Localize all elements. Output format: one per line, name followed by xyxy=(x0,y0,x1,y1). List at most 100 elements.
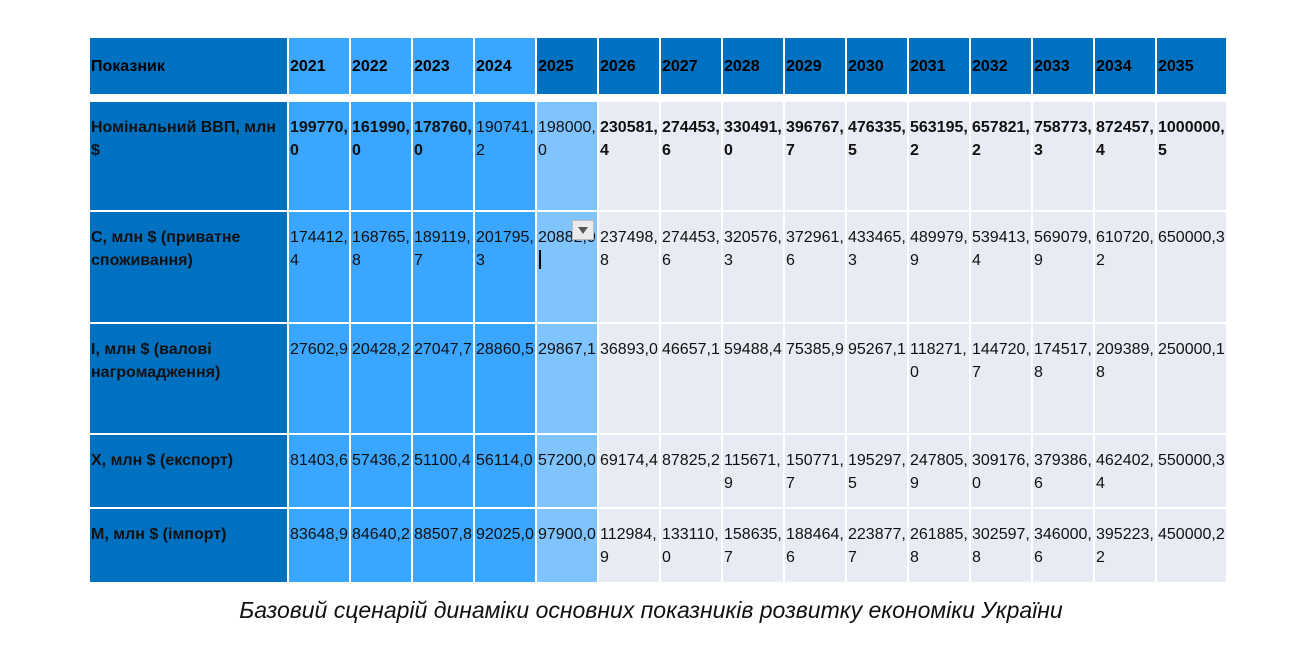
table-cell[interactable]: 569079,9 xyxy=(1033,212,1095,324)
table-cell[interactable]: 112984,9 xyxy=(599,509,661,584)
table-cell[interactable]: 87825,2 xyxy=(661,435,723,509)
table-cell[interactable]: 198000,0 xyxy=(537,102,599,212)
table-cell[interactable]: 309176,0 xyxy=(971,435,1033,509)
table-cell[interactable]: 57200,0 xyxy=(537,435,599,509)
table-cell[interactable]: 174517,8 xyxy=(1033,324,1095,435)
table-cell[interactable]: 150771,7 xyxy=(785,435,847,509)
selected-cell[interactable]: 20882,9 xyxy=(537,212,599,324)
table-row: І, млн $ (валові нагромадження) 27602,9 … xyxy=(90,324,1226,435)
header-cell-year[interactable]: 2023 xyxy=(413,38,475,96)
table-cell[interactable]: 489979,9 xyxy=(909,212,971,324)
table-cell[interactable]: 59488,4 xyxy=(723,324,785,435)
table-cell[interactable]: 29867,1 xyxy=(537,324,599,435)
table-cell[interactable]: 372961,6 xyxy=(785,212,847,324)
table-cell[interactable]: 27047,7 xyxy=(413,324,475,435)
table-cell[interactable]: 83648,9 xyxy=(289,509,351,584)
table-cell[interactable]: 174412,4 xyxy=(289,212,351,324)
table-cell[interactable]: 346000,6 xyxy=(1033,509,1095,584)
row-label[interactable]: С, млн $ (приватне споживання) xyxy=(90,212,289,324)
table-cell[interactable]: 758773,3 xyxy=(1033,102,1095,212)
table-cell[interactable]: 199770,0 xyxy=(289,102,351,212)
header-cell-year[interactable]: 2030 xyxy=(847,38,909,96)
table-cell[interactable]: 133110,0 xyxy=(661,509,723,584)
table-cell[interactable]: 144720,7 xyxy=(971,324,1033,435)
table-row: M, млн $ (імпорт) 83648,9 84640,2 88507,… xyxy=(90,509,1226,584)
table-cell[interactable]: 88507,8 xyxy=(413,509,475,584)
table-row: Номінальний ВВП, млн $ 199770,0 161990,0… xyxy=(90,102,1226,212)
header-cell-year[interactable]: 2035 xyxy=(1157,38,1226,96)
table-cell[interactable]: 188464,6 xyxy=(785,509,847,584)
table-cell[interactable]: 69174,4 xyxy=(599,435,661,509)
table-cell[interactable]: 36893,0 xyxy=(599,324,661,435)
header-cell-year[interactable]: 2024 xyxy=(475,38,537,96)
table-cell[interactable]: 476335,5 xyxy=(847,102,909,212)
header-cell-year[interactable]: 2028 xyxy=(723,38,785,96)
table-cell[interactable]: 330491,0 xyxy=(723,102,785,212)
table-cell[interactable]: 462402,4 xyxy=(1095,435,1157,509)
table-cell[interactable]: 250000,1 xyxy=(1157,324,1226,435)
table-cell[interactable]: 872457,4 xyxy=(1095,102,1157,212)
table-cell[interactable]: 450000,2 xyxy=(1157,509,1226,584)
table-cell[interactable]: 539413,4 xyxy=(971,212,1033,324)
table-cell[interactable]: 563195,2 xyxy=(909,102,971,212)
table-cell[interactable]: 27602,9 xyxy=(289,324,351,435)
header-cell-year[interactable]: 2033 xyxy=(1033,38,1095,96)
table-cell[interactable]: 610720,2 xyxy=(1095,212,1157,324)
table-cell[interactable]: 379386,6 xyxy=(1033,435,1095,509)
row-label[interactable]: X, млн $ (експорт) xyxy=(90,435,289,509)
table-cell[interactable]: 190741,2 xyxy=(475,102,537,212)
table-cell[interactable]: 1000000,5 xyxy=(1157,102,1226,212)
table-cell[interactable]: 274453,6 xyxy=(661,102,723,212)
table-cell[interactable]: 56114,0 xyxy=(475,435,537,509)
table-cell[interactable]: 247805,9 xyxy=(909,435,971,509)
table-cell[interactable]: 201795,3 xyxy=(475,212,537,324)
table-cell[interactable]: 396767,7 xyxy=(785,102,847,212)
table-cell[interactable]: 274453,6 xyxy=(661,212,723,324)
table-cell[interactable]: 84640,2 xyxy=(351,509,413,584)
table-cell[interactable]: 223877,7 xyxy=(847,509,909,584)
table-cell[interactable]: 115671,9 xyxy=(723,435,785,509)
header-cell-year[interactable]: 2025 xyxy=(537,38,599,96)
header-cell-year[interactable]: 2027 xyxy=(661,38,723,96)
header-cell-year[interactable]: 2022 xyxy=(351,38,413,96)
table-cell[interactable]: 51100,4 xyxy=(413,435,475,509)
table-cell[interactable]: 237498,8 xyxy=(599,212,661,324)
table-cell[interactable]: 92025,0 xyxy=(475,509,537,584)
table-cell[interactable]: 20428,2 xyxy=(351,324,413,435)
table-cell[interactable]: 168765,8 xyxy=(351,212,413,324)
header-cell-year[interactable]: 2032 xyxy=(971,38,1033,96)
table-cell[interactable]: 209389,8 xyxy=(1095,324,1157,435)
table-cell[interactable]: 195297,5 xyxy=(847,435,909,509)
table-cell[interactable]: 161990,0 xyxy=(351,102,413,212)
table-cell[interactable]: 75385,9 xyxy=(785,324,847,435)
header-cell-year[interactable]: 2026 xyxy=(599,38,661,96)
table-cell[interactable]: 550000,3 xyxy=(1157,435,1226,509)
table-cell[interactable]: 302597,8 xyxy=(971,509,1033,584)
table-cell[interactable]: 650000,3 xyxy=(1157,212,1226,324)
header-cell-year[interactable]: 2021 xyxy=(289,38,351,96)
header-cell-year[interactable]: 2034 xyxy=(1095,38,1157,96)
table-cell[interactable]: 81403,6 xyxy=(289,435,351,509)
table-cell[interactable]: 158635,7 xyxy=(723,509,785,584)
table-cell[interactable]: 189119,7 xyxy=(413,212,475,324)
table-cell[interactable]: 230581,4 xyxy=(599,102,661,212)
table-cell[interactable]: 46657,1 xyxy=(661,324,723,435)
header-cell-indicator[interactable]: Показник xyxy=(90,38,289,96)
table-cell[interactable]: 57436,2 xyxy=(351,435,413,509)
table-cell[interactable]: 261885,8 xyxy=(909,509,971,584)
table-cell[interactable]: 433465,3 xyxy=(847,212,909,324)
table-cell[interactable]: 178760,0 xyxy=(413,102,475,212)
table-cell[interactable]: 657821,2 xyxy=(971,102,1033,212)
header-cell-year[interactable]: 2029 xyxy=(785,38,847,96)
table-cell[interactable]: 28860,5 xyxy=(475,324,537,435)
table-cell[interactable]: 118271,0 xyxy=(909,324,971,435)
table-cell[interactable]: 95267,1 xyxy=(847,324,909,435)
row-label[interactable]: M, млн $ (імпорт) xyxy=(90,509,289,584)
header-cell-year[interactable]: 2031 xyxy=(909,38,971,96)
table-cell[interactable]: 395223,2 xyxy=(1095,509,1157,584)
table-cell[interactable]: 320576,3 xyxy=(723,212,785,324)
table-cell[interactable]: 97900,0 xyxy=(537,509,599,584)
dropdown-arrow-icon[interactable] xyxy=(572,220,594,240)
row-label[interactable]: Номінальний ВВП, млн $ xyxy=(90,102,289,212)
row-label[interactable]: І, млн $ (валові нагромадження) xyxy=(90,324,289,435)
